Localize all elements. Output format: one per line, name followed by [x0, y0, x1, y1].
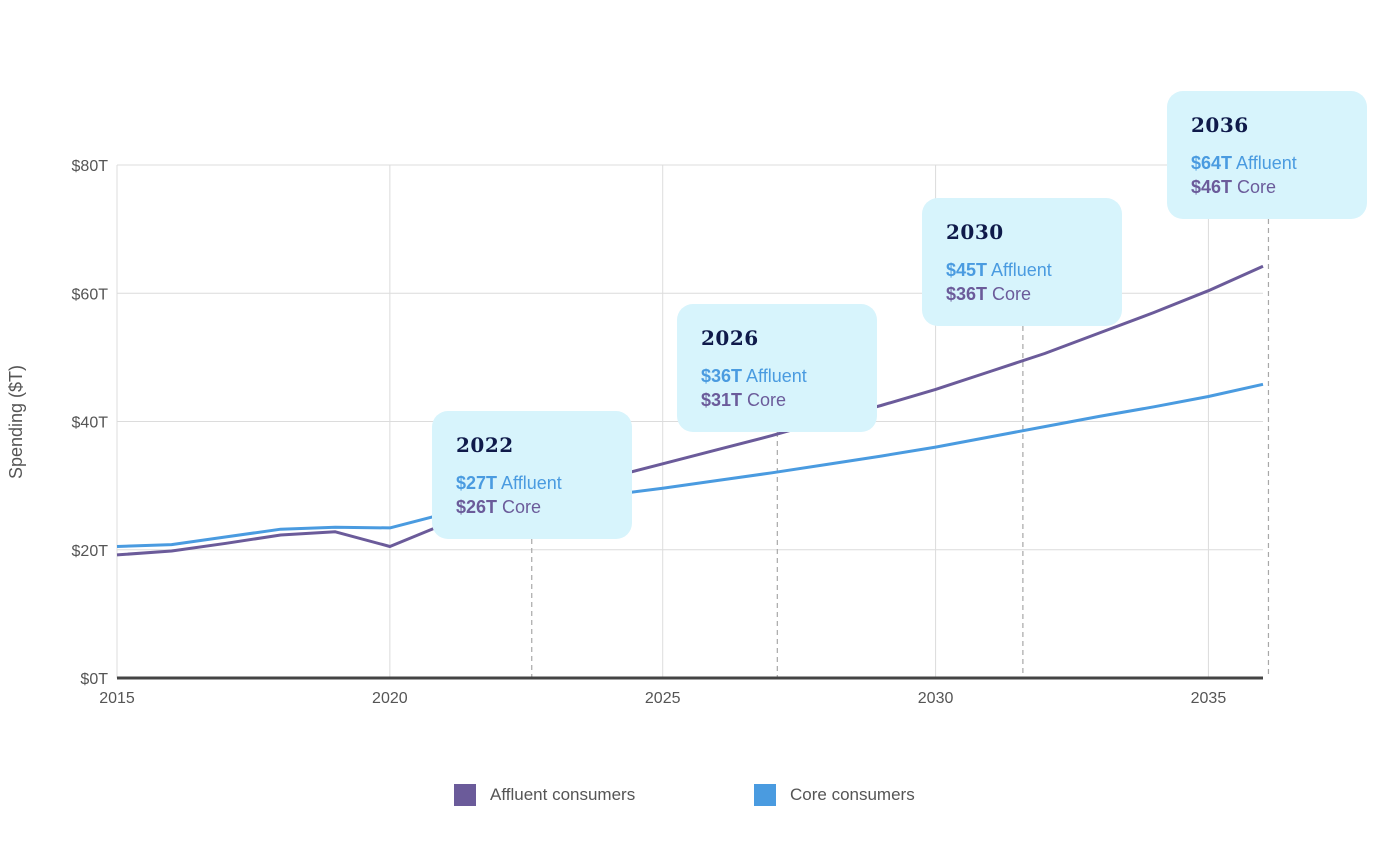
callout-core-value: $46T — [1191, 177, 1233, 197]
y-tick-label: $80T — [72, 158, 109, 175]
callout-affluent-label: Affluent — [1232, 153, 1297, 173]
series-line-affluent — [116, 264, 1264, 557]
callout-year: 2030 — [946, 220, 1004, 244]
callout-core-line: $31T Core — [701, 388, 853, 412]
x-tick-label: 2030 — [918, 690, 954, 707]
y-axis-label: Spending ($T) — [6, 365, 26, 479]
callout-core-line: $46T Core — [1191, 175, 1343, 199]
y-tick-label: $40T — [72, 415, 109, 432]
callout-core-value: $36T — [946, 284, 988, 304]
callout-affluent-line: $64T Affluent — [1191, 151, 1343, 175]
legend-item-affluent: Affluent consumers — [454, 784, 635, 806]
callout-affluent-value: $27T — [456, 473, 498, 493]
callout-affluent-value: $36T — [701, 366, 743, 386]
callout-affluent-line: $27T Affluent — [456, 471, 608, 495]
axis-ticks: $0T $20T $40T $60T $80T 2015 2020 2025 2030 2035 — [72, 158, 1227, 707]
callout-core-line: $36T Core — [946, 282, 1098, 306]
gridlines — [116, 164, 1263, 678]
x-tick-label: 2020 — [372, 690, 408, 707]
series-lines — [116, 264, 1264, 557]
x-tick-label: 2035 — [1191, 690, 1227, 707]
x-tick-label: 2015 — [99, 690, 135, 707]
legend-item-core: Core consumers — [754, 784, 915, 806]
series-line-core — [116, 382, 1264, 548]
annotation-leaders — [531, 219, 1270, 678]
callout-core-label: Core — [1232, 177, 1277, 197]
legend-swatch-core — [754, 784, 776, 806]
callout-year: 2026 — [701, 326, 759, 350]
callout-affluent-value: $45T — [946, 260, 988, 280]
callout-affluent-line: $45T Affluent — [946, 258, 1098, 282]
y-tick-label: $20T — [72, 543, 109, 560]
callout-affluent-label: Affluent — [987, 260, 1052, 280]
callout-2030: 2030 $45T Affluent $36T Core — [922, 198, 1122, 326]
callout-2036: 2036 $64T Affluent $46T Core — [1167, 91, 1367, 219]
callout-core-label: Core — [497, 497, 542, 517]
callout-2022: 2022 $27T Affluent $26T Core — [432, 411, 632, 539]
callout-affluent-label: Affluent — [497, 473, 562, 493]
legend-label-affluent: Affluent consumers — [490, 785, 636, 804]
legend-label-core: Core consumers — [790, 785, 915, 804]
callout-core-value: $31T — [701, 390, 743, 410]
callout-year: 2022 — [456, 433, 514, 457]
x-tick-label: 2025 — [645, 690, 681, 707]
callout-core-label: Core — [987, 284, 1032, 304]
callout-core-label: Core — [742, 390, 787, 410]
callout-core-value: $26T — [456, 497, 498, 517]
callout-2026: 2026 $36T Affluent $31T Core — [677, 304, 877, 432]
callout-core-line: $26T Core — [456, 495, 608, 519]
y-tick-label: $60T — [72, 286, 109, 303]
callout-year: 2036 — [1191, 113, 1249, 137]
callout-affluent-line: $36T Affluent — [701, 364, 853, 388]
callout-affluent-label: Affluent — [742, 366, 807, 386]
callout-affluent-value: $64T — [1191, 153, 1233, 173]
y-tick-label: $0T — [80, 671, 108, 688]
legend-swatch-affluent — [454, 784, 476, 806]
